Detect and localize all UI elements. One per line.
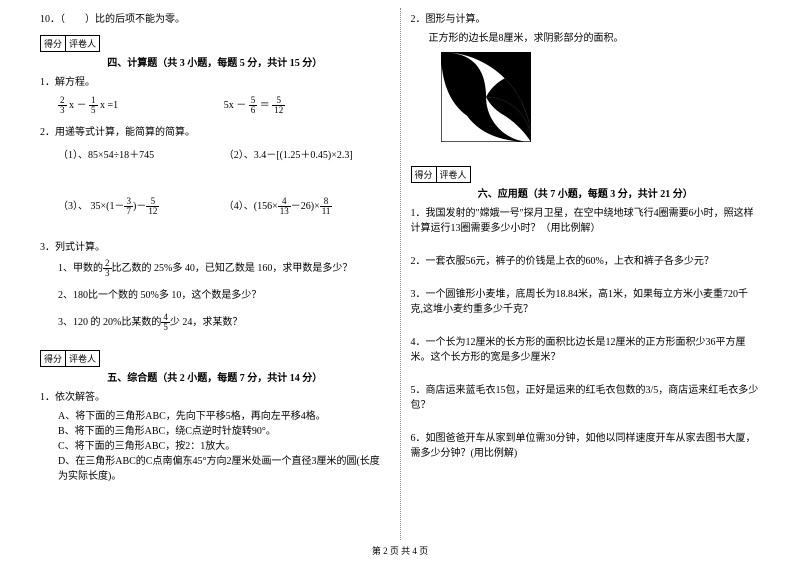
q2-4: （4）、(156×413－26)×811 bbox=[224, 197, 390, 216]
score-row-4: 得分评卷人 bbox=[40, 35, 390, 52]
score-label: 得分 bbox=[411, 166, 437, 183]
section5-title: 五、综合题（共 2 小题，每题 7 分，共计 14 分） bbox=[40, 369, 390, 384]
reviewer-label: 评卷人 bbox=[66, 350, 100, 367]
s4-q2-row1: （1）、85×54÷18＋745 （2）、3.4－[(1.25＋0.45)×2.… bbox=[58, 146, 390, 161]
s4-q2-row2: （3）、 35×(1－37)－512 （4）、(156×413－26)×811 bbox=[58, 197, 390, 216]
s6-q2: 2．一套衣服56元，裤子的价钱是上衣的60%，上衣和裤子各多少元？ bbox=[411, 254, 761, 269]
s5-qb: B、将下面的三角形ABC，绕C点逆时针旋转90°。 bbox=[58, 424, 390, 439]
section4-title: 四、计算题（共 3 小题，每题 5 分，共计 15 分） bbox=[40, 54, 390, 69]
s4-q1-equations: 23 x － 15 x =1 5x － 56 ＝ 512 bbox=[58, 96, 390, 115]
s4-q3-3: 3、120 的 20%比某数的45少 24，求某数？ bbox=[58, 313, 390, 332]
score-label: 得分 bbox=[40, 35, 66, 52]
geometry-figure bbox=[441, 52, 531, 142]
q2-2: （2）、3.4－[(1.25＋0.45)×2.3] bbox=[224, 146, 390, 161]
s4-q3: 3．列式计算。 bbox=[40, 240, 390, 255]
eq1a: 23 x － 15 x =1 bbox=[58, 96, 224, 115]
score-row-5: 得分评卷人 bbox=[40, 350, 390, 367]
s6-q3: 3．一个圆锥形小麦堆，底周长为18.84米，高1米，如果每立方米小麦重720千克… bbox=[411, 287, 761, 317]
q2-3: （3）、 35×(1－37)－512 bbox=[58, 197, 224, 216]
score-row-6: 得分评卷人 bbox=[411, 166, 761, 183]
s6-q4: 4．一个长为12厘米的长方形的面积比边长是12厘米的正方形面积少36平方厘米。这… bbox=[411, 335, 761, 365]
q2-1: （1）、85×54÷18＋745 bbox=[58, 146, 224, 161]
reviewer-label: 评卷人 bbox=[437, 166, 471, 183]
s5-qd: D、在三角形ABC的C点南偏东45°方向2厘米处画一个直径3厘米的圆(长度为实际… bbox=[58, 454, 390, 484]
s5-q2: 2．图形与计算。 bbox=[411, 12, 761, 27]
eq1b: 5x － 56 ＝ 512 bbox=[224, 96, 390, 115]
s4-q2: 2．用递等式计算，能简算的简算。 bbox=[40, 125, 390, 140]
score-label: 得分 bbox=[40, 350, 66, 367]
s5-q1: 1．依次解答。 bbox=[40, 390, 390, 405]
page-footer: 第 2 页 共 4 页 bbox=[0, 544, 800, 557]
s6-q6: 6．如图爸爸开车从家到单位需30分钟，如他以同样速度开车从家去图书大厦，需多少分… bbox=[411, 431, 761, 461]
s5-qa: A、将下面的三角形ABC，先向下平移5格，再向左平移4格。 bbox=[58, 409, 390, 424]
s6-q5: 5．商店运来蓝毛衣15包，正好是运来的红毛衣包数的3/5，商店运来红毛衣多少包？ bbox=[411, 383, 761, 413]
reviewer-label: 评卷人 bbox=[66, 35, 100, 52]
s6-q1: 1．我国发射的"嫦娥一号"探月卫星，在空中绕地球飞行4圈需要6小时，照这样计算运… bbox=[411, 206, 761, 236]
s4-q1: 1．解方程。 bbox=[40, 75, 390, 90]
s5-q2b: 正方形的边长是8厘米，求阴影部分的面积。 bbox=[429, 31, 761, 46]
s4-q3-1: 1、甲数的23比乙数的 25%多 40，已知乙数是 160，求甲数是多少？ bbox=[58, 259, 390, 278]
s4-q3-2: 2、180比一个数的 50%多 10，这个数是多少？ bbox=[58, 288, 390, 303]
q10: 10．（ ）比的后项不能为零。 bbox=[40, 12, 390, 27]
section6-title: 六、应用题（共 7 小题，每题 3 分，共计 21 分） bbox=[411, 185, 761, 200]
s5-qc: C、将下面的三角形ABC，按2：1放大。 bbox=[58, 439, 390, 454]
